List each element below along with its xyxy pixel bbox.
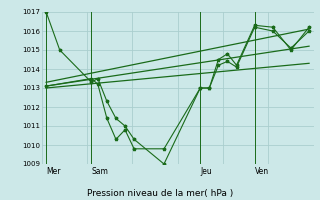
Text: Pression niveau de la mer( hPa ): Pression niveau de la mer( hPa ) <box>87 189 233 198</box>
Text: Jeu: Jeu <box>200 167 212 176</box>
Text: Sam: Sam <box>92 167 108 176</box>
Text: Ven: Ven <box>255 167 269 176</box>
Text: Mer: Mer <box>46 167 60 176</box>
